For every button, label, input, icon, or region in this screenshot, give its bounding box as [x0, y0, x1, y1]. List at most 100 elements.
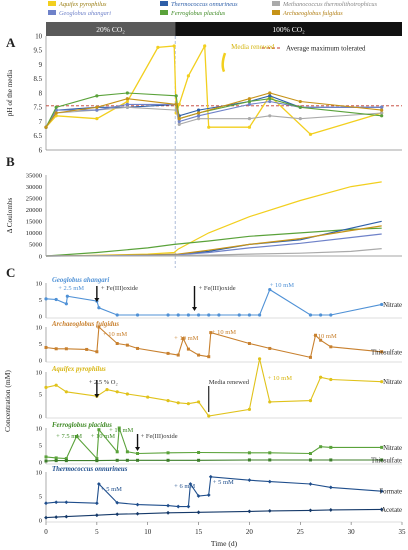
conc-thermococcus-formate-point [54, 500, 59, 505]
panel-B-y-tick-label: 20000 [26, 207, 42, 214]
ph-aquifex-point [308, 132, 313, 136]
legend-swatch [160, 1, 168, 6]
panel-B-y-tick-label: 5000 [29, 242, 42, 249]
panel-A-y-tick-label: 8.5 [34, 76, 43, 83]
conc-ferroglobus-thiosulfate-point [308, 458, 312, 462]
coulomb-thermococcus-line [45, 220, 382, 257]
conc-aquifex-nitrate-point [319, 375, 323, 379]
ph-archaeoglobus-point [54, 111, 58, 115]
conc-ferroglobus-thiosulfate-point [95, 459, 99, 463]
panel-A-y-tick-label: 7.5 [34, 105, 43, 112]
conc-aquifex-nitrate-point [125, 392, 129, 396]
conc-thermococcus-acetate-point [196, 510, 201, 515]
conc-archaeoglobus-thiosulfate-point [115, 342, 119, 345]
conc-thermococcus-acetate-point [54, 515, 59, 520]
conc-thermococcus-formate-point [206, 493, 211, 497]
ph-archaeoglobus-point [95, 105, 99, 109]
note-archaeoglobus-3: + 10 mM [212, 329, 236, 336]
ph-methanococcus-point [196, 117, 201, 121]
note-aquifex-renewed: Media renewed [209, 379, 250, 386]
ph-ferroglobus-point [380, 114, 384, 118]
panel-A-y-tick-label: 10 [35, 33, 42, 40]
conc-geoglobus-nitrate-point [217, 313, 221, 317]
conc-archaeoglobus-thiosulfate-point [329, 345, 333, 349]
arrow-geoglobus-fe2-head [192, 307, 198, 311]
sub-archaeoglobus-y-tick-label: 5 [39, 341, 42, 348]
panel-A-y-axis-label: pH of the media [6, 69, 14, 116]
note-geoglobus-fe1: + Fe(III)oxide [101, 285, 138, 292]
conc-ferroglobus-thiosulfate-point [54, 459, 58, 463]
sub-geoglobus-y-tick-label: 5 [39, 297, 42, 304]
conc-archaeoglobus-thiosulfate-point [166, 351, 170, 355]
conc-geoglobus-nitrate-point [166, 313, 170, 317]
ph-geoglobus-point [268, 99, 272, 104]
ph-aquifex-point [247, 125, 252, 129]
conc-geoglobus-nitrate-point [54, 297, 58, 302]
conc-ferroglobus-thiosulfate-point [247, 458, 251, 462]
legend-entry-ferroglobus: Ferroglobus placidus [160, 10, 225, 17]
conc-thermococcus-formate-point [247, 478, 252, 483]
coulomb-ferroglobus-line [45, 227, 382, 257]
conc-ferroglobus-thiosulfate-point [125, 458, 129, 462]
ph-aquifex-point [177, 102, 181, 106]
ph-aquifex-point [156, 45, 160, 50]
conc-geoglobus-nitrate-point [64, 302, 68, 306]
co2-band-right-label: 100% CO₂ [272, 25, 305, 34]
note-ferroglobus-10mM-a: + 10 mM [91, 433, 115, 440]
conc-thermococcus-formate-point [166, 503, 170, 508]
conc-thermococcus-acetate-point [379, 507, 384, 512]
conc-thermococcus-formate-point [44, 501, 48, 506]
ph-archaeoglobus-point [298, 99, 302, 104]
conc-geoglobus-nitrate-line [45, 288, 382, 316]
conc-geoglobus-nitrate-point [380, 302, 384, 307]
ph-archaeoglobus-point [125, 97, 129, 101]
conc-aquifex-nitrate-point [247, 407, 252, 411]
sub-ferroglobus-y-tick-label: 10 [36, 425, 43, 432]
legend-swatch [48, 10, 56, 15]
ph-ferroglobus-point [298, 105, 302, 109]
conc-archaeoglobus-thiosulfate-point [314, 333, 318, 337]
ph-thermococcus-point [196, 108, 201, 112]
conc-ferroglobus-nitrate-point [308, 452, 312, 455]
conc-ferroglobus-thiosulfate-point [197, 458, 201, 462]
conc-aquifex-nitrate-point [207, 414, 211, 418]
conc-ferroglobus-nitrate-point [125, 450, 129, 454]
ph-methanococcus-point [247, 117, 252, 121]
sub-archaeoglobus-title: Archaeoglobus fulgidus [51, 321, 119, 328]
arrow-ferroglobus-fe-head [135, 447, 141, 451]
conc-ferroglobus-nitrate-point [380, 445, 384, 449]
conc-thermococcus-acetate-point [64, 514, 69, 519]
conc-aquifex-nitrate-point [146, 395, 150, 399]
conc-ferroglobus-nitrate-point [166, 451, 170, 455]
coulomb-aquifex-line [45, 181, 382, 257]
conc-ferroglobus-nitrate-point [64, 457, 68, 461]
conc-archaeoglobus-thiosulfate-point [95, 350, 99, 354]
conc-ferroglobus-thiosulfate-point [380, 458, 384, 462]
arrow-geoglobus-fe1-head [94, 298, 100, 302]
ph-archaeoglobus-point [177, 117, 181, 121]
arrow-aquifex-o2-head [94, 394, 100, 398]
ph-geoglobus-line [45, 100, 382, 128]
x-tick-label: 20 [246, 528, 254, 536]
note-ferroglobus-7-5mM: + 7.5 mM [56, 433, 82, 440]
conc-geoglobus-nitrate-point [329, 313, 333, 317]
sub-aquifex-title: Aquifex pyrophilus [51, 366, 106, 373]
legend-label: Methanococcus thermolithotrophicus [283, 1, 378, 8]
ph-aquifex-point [125, 99, 129, 104]
ph-geoglobus-point [380, 105, 384, 109]
conc-ferroglobus-thiosulfate-point [329, 458, 333, 462]
note-archaeoglobus-2: + 10 mM [174, 335, 198, 342]
conc-ferroglobus-thiosulfate-line [45, 459, 382, 462]
sub-geoglobus-y-tick-label: 0 [39, 313, 42, 320]
legend-label: Thermococcus onnurineus [171, 1, 238, 8]
sub-geoglobus-y-tick-label: 10 [36, 280, 43, 287]
conc-geoglobus-nitrate-point [97, 306, 101, 310]
panel-letter-B: B [6, 154, 15, 169]
legend-swatch [48, 1, 56, 6]
note-ferroglobus-fe: + Fe(III)oxide [141, 433, 178, 440]
legend-entry-thermococcus: Thermococcus onnurineus [160, 1, 238, 8]
ph-archaeoglobus-point [380, 108, 384, 112]
conc-archaeoglobus-thiosulfate-point [308, 355, 312, 359]
conc-geoglobus-nitrate-point [319, 313, 323, 317]
